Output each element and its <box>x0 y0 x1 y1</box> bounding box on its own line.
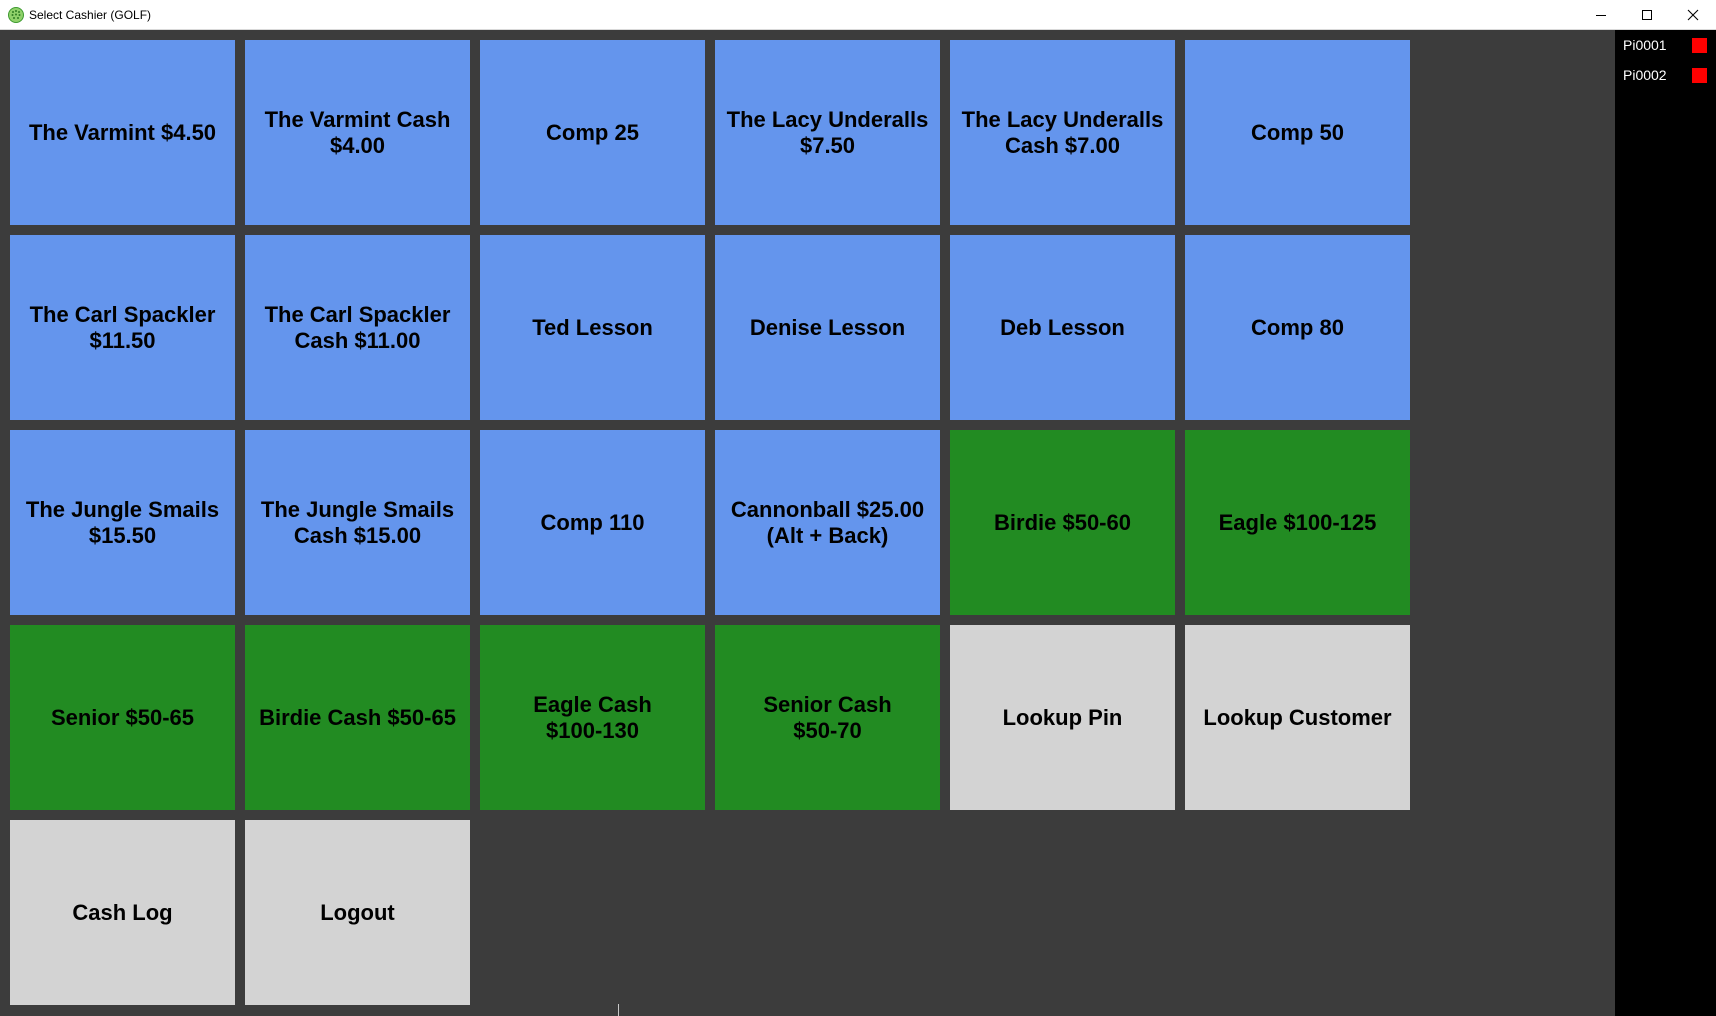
tile-comp-80[interactable]: Comp 80 <box>1185 235 1410 420</box>
tile-carl-spackler[interactable]: The Carl Spackler $11.50 <box>10 235 235 420</box>
tile-label-line1: The Carl Spackler <box>264 301 451 327</box>
tile-ted-lesson[interactable]: Ted Lesson <box>480 235 705 420</box>
tile-deb-lesson[interactable]: Deb Lesson <box>950 235 1175 420</box>
minimize-button[interactable] <box>1578 0 1624 30</box>
tile-label-line1: Senior Cash <box>763 691 892 717</box>
tile-comp-110[interactable]: Comp 110 <box>480 430 705 615</box>
printer-label: Pi0002 <box>1623 67 1667 83</box>
printer-status-indicator <box>1692 38 1707 53</box>
tile-label-line2: $4.00 <box>329 132 386 158</box>
tile-label-line2: Cash $15.00 <box>293 522 422 548</box>
tile-carl-spackler-cash[interactable]: The Carl Spackler Cash $11.00 <box>245 235 470 420</box>
printer-status-panel: Pi0001 Pi0002 <box>1615 30 1716 1016</box>
tile-label-line2: $11.50 <box>89 327 156 353</box>
tile-birdie-cash[interactable]: Birdie Cash $50-65 <box>245 625 470 810</box>
tile-label-line2: $7.50 <box>799 132 856 158</box>
tile-label-line1: The Carl Spackler <box>29 301 216 327</box>
tile-label: The Varmint $4.50 <box>28 119 217 145</box>
tile-label: Ted Lesson <box>532 314 653 340</box>
tile-label: Comp 110 <box>540 509 645 535</box>
tile-label: Eagle $100-125 <box>1218 509 1377 535</box>
golf-ball-icon <box>8 7 24 23</box>
close-icon <box>1687 9 1699 21</box>
tile-jungle-smails[interactable]: The Jungle Smails $15.50 <box>10 430 235 615</box>
tile-lacy-underalls[interactable]: The Lacy Underalls $7.50 <box>715 40 940 225</box>
tile-comp-50[interactable]: Comp 50 <box>1185 40 1410 225</box>
tile-label: Comp 25 <box>546 119 639 145</box>
tile-birdie[interactable]: Birdie $50-60 <box>950 430 1175 615</box>
printer-label: Pi0001 <box>1623 37 1667 53</box>
tile-label-line1: The Lacy Underalls <box>726 106 929 132</box>
tile-label-line1: Eagle Cash <box>533 691 652 717</box>
tile-lacy-underalls-cash[interactable]: The Lacy Underalls Cash $7.00 <box>950 40 1175 225</box>
tile-senior[interactable]: Senior $50-65 <box>10 625 235 810</box>
tile-eagle-cash[interactable]: Eagle Cash $100-130 <box>480 625 705 810</box>
tile-label: Senior $50-65 <box>50 704 195 730</box>
tile-label: Comp 50 <box>1251 119 1344 145</box>
tile-denise-lesson[interactable]: Denise Lesson <box>715 235 940 420</box>
cash-log-button[interactable]: Cash Log <box>10 820 235 1005</box>
printer-row[interactable]: Pi0001 <box>1615 30 1716 60</box>
tile-label-line2: $100-130 <box>546 717 639 743</box>
tile-label-line2: Cash $11.00 <box>294 327 421 353</box>
lookup-pin-button[interactable]: Lookup Pin <box>950 625 1175 810</box>
tile-label-line2: (Alt + Back) <box>766 522 889 548</box>
tile-eagle[interactable]: Eagle $100-125 <box>1185 430 1410 615</box>
tile-label: Birdie $50-60 <box>994 509 1131 535</box>
printer-status-indicator <box>1692 68 1707 83</box>
tile-label-line1: The Lacy Underalls <box>961 106 1164 132</box>
maximize-icon <box>1642 10 1652 20</box>
title-bar: Select Cashier (GOLF) <box>0 0 1716 30</box>
maximize-button[interactable] <box>1624 0 1670 30</box>
button-grid: The Varmint $4.50 The Varmint Cash $4.00… <box>0 30 1615 1016</box>
printer-row[interactable]: Pi0002 <box>1615 60 1716 90</box>
window-title: Select Cashier (GOLF) <box>29 8 152 22</box>
logout-button[interactable]: Logout <box>245 820 470 1005</box>
minimize-icon <box>1596 15 1606 16</box>
tile-label-line1: The Jungle Smails <box>260 496 455 522</box>
tile-label: Lookup Customer <box>1203 704 1392 730</box>
tile-label: Lookup Pin <box>1002 704 1123 730</box>
tile-label: Cash Log <box>72 899 173 925</box>
tile-label-line2: $50-70 <box>793 717 862 743</box>
tile-label-line1: Cannonball $25.00 <box>730 496 925 522</box>
tile-label: Comp 80 <box>1251 314 1344 340</box>
tile-comp-25[interactable]: Comp 25 <box>480 40 705 225</box>
tile-label: Birdie Cash $50-65 <box>259 704 456 730</box>
close-button[interactable] <box>1670 0 1716 30</box>
tile-jungle-smails-cash[interactable]: The Jungle Smails Cash $15.00 <box>245 430 470 615</box>
tile-senior-cash[interactable]: Senior Cash $50-70 <box>715 625 940 810</box>
lookup-customer-button[interactable]: Lookup Customer <box>1185 625 1410 810</box>
tile-varmint[interactable]: The Varmint $4.50 <box>10 40 235 225</box>
tile-label-line2: Cash $7.00 <box>1005 132 1120 158</box>
tile-varmint-cash[interactable]: The Varmint Cash $4.00 <box>245 40 470 225</box>
tile-cannonball[interactable]: Cannonball $25.00 (Alt + Back) <box>715 430 940 615</box>
tile-label: Deb Lesson <box>1000 314 1125 340</box>
tile-label: Logout <box>320 899 395 925</box>
tile-label-line1: The Varmint Cash <box>264 106 451 132</box>
tile-label-line2: $15.50 <box>88 522 157 548</box>
tile-label-line1: The Jungle Smails <box>25 496 220 522</box>
text-cursor <box>618 1004 619 1016</box>
tile-label: Denise Lesson <box>749 314 906 340</box>
